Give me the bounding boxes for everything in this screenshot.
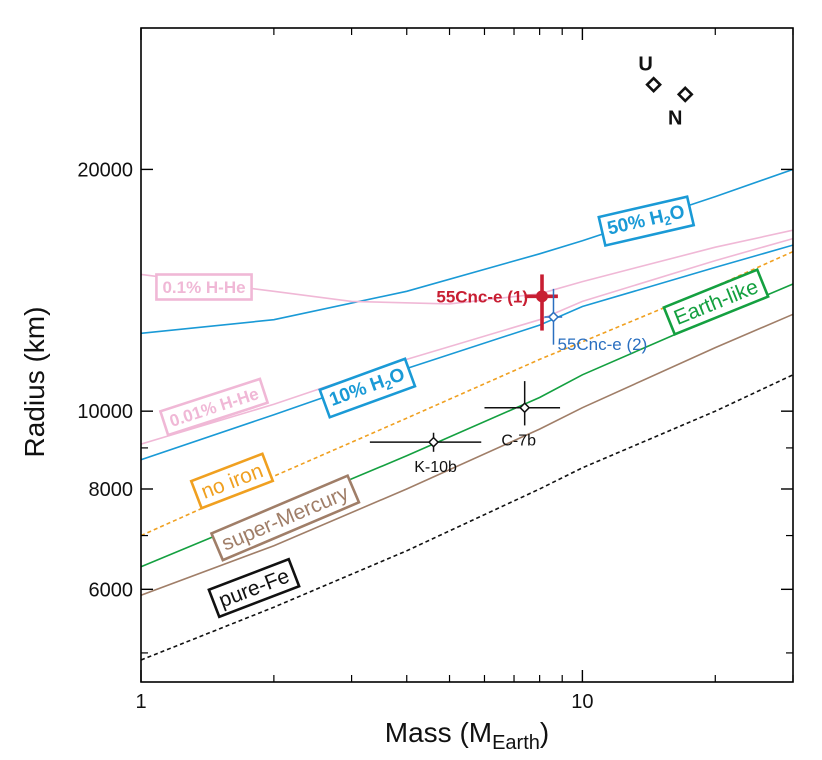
series-label-no-iron: no iron <box>189 452 275 510</box>
svg-text:0.1% H-He: 0.1% H-He <box>162 278 245 297</box>
point-label: K-10b <box>414 459 457 476</box>
y-tick-label: 8000 <box>89 479 134 501</box>
y-tick-label: 6000 <box>89 579 134 601</box>
point-label: N <box>668 107 682 129</box>
y-tick-label: 20000 <box>77 159 133 181</box>
plot-frame <box>140 27 794 683</box>
y-axis-title: Radius (km) <box>19 307 50 458</box>
series-label-0-1-h-he: 0.1% H-He <box>155 273 253 301</box>
point-55cnc-e-1: 55Cnc-e (1) <box>436 274 558 331</box>
series-label-pure-fe: pure-Fe <box>207 557 301 619</box>
series-label-0-01-h-he: 0.01% H-He <box>158 377 270 437</box>
series-line-10-h2o <box>141 244 793 461</box>
x-tick-label: 10 <box>571 691 593 713</box>
point-k-10b: K-10b <box>369 432 482 476</box>
x-axis-title: Mass (MEarth) <box>385 717 549 754</box>
series-labels: 50% H2O 0.1% H-He 0.01% H-He 10% H2O no iron… <box>155 195 770 619</box>
series-line-super-mercury <box>141 313 793 596</box>
x-tick-label: 1 <box>135 691 146 713</box>
series-line-pure-fe <box>141 374 793 661</box>
data-points: 55Cnc-e (1) 55Cnc-e (2) C-7b K-10b U N <box>369 54 694 476</box>
point-label: 55Cnc-e (1) <box>436 287 528 306</box>
series-line-0-01-h-he <box>141 237 793 445</box>
series-line-0-1-h-he <box>141 229 793 305</box>
series-label-10-h2o: 10% H2O <box>318 357 417 419</box>
point-label: C-7b <box>501 433 536 450</box>
point-u: U <box>638 54 662 94</box>
point-c-7b: C-7b <box>484 381 561 450</box>
point-55cnc-e-2: 55Cnc-e (2) <box>544 288 647 354</box>
axis-ticks: 1 10 6000 8000 10000 20000 <box>77 28 794 713</box>
series-label-50-h2o: 50% H2O <box>597 195 696 248</box>
point-label: 55Cnc-e (2) <box>557 335 647 354</box>
point-label: U <box>638 54 652 76</box>
y-tick-label: 10000 <box>77 401 133 423</box>
series-line-50-h2o <box>141 168 793 335</box>
point-n: N <box>668 86 694 129</box>
series-label-earth-like: Earth-like <box>662 268 770 336</box>
